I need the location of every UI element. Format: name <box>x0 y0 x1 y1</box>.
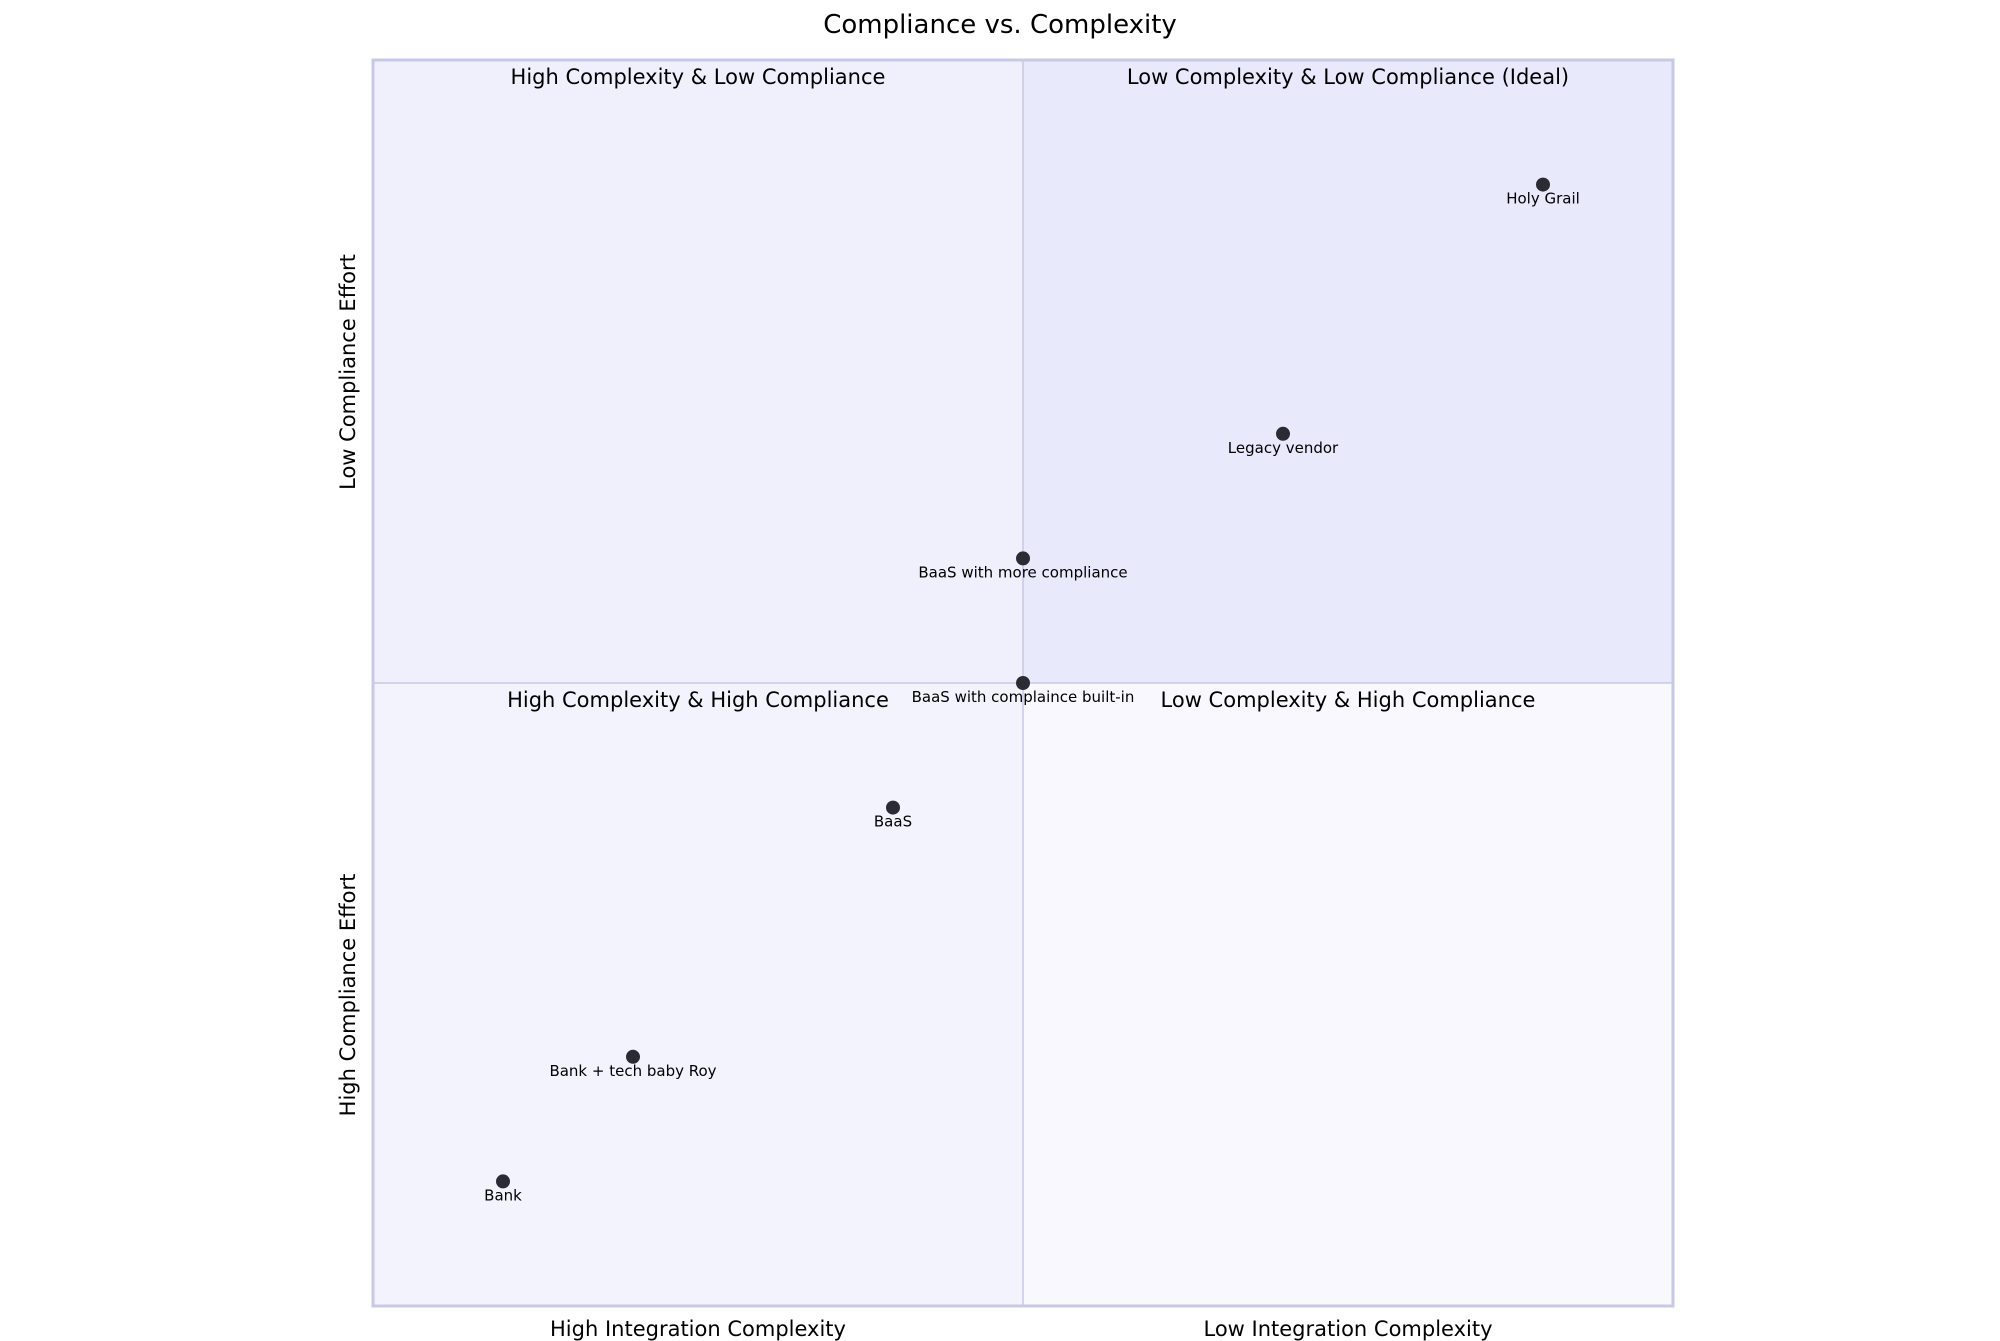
data-point-label: BaaS with complaince built-in <box>912 688 1135 706</box>
y-axis-label-bottom: High Compliance Effort <box>336 874 360 1117</box>
data-point-label: Bank <box>484 1186 522 1204</box>
data-point <box>886 800 900 815</box>
chart-title: Compliance vs. Complexity <box>823 10 1177 40</box>
data-point <box>1276 426 1290 441</box>
data-points: Holy Grail Legacy vendor BaaS with more co… <box>484 177 1580 1204</box>
quadrant-bottom-left <box>373 683 1023 1306</box>
quadrant-bottom-right <box>1023 683 1673 1306</box>
quadrant-label-top-right: Low Complexity & Low Compliance (Ideal) <box>1127 65 1569 89</box>
x-axis-label-right: Low Integration Complexity <box>1203 1317 1492 1341</box>
data-point-label: Legacy vendor <box>1228 439 1339 457</box>
data-point <box>1016 676 1030 690</box>
quadrant-top-left <box>373 60 1023 683</box>
quadrant-label-top-left: High Complexity & Low Compliance <box>511 65 886 89</box>
quadrant-label-bottom-right: Low Complexity & High Compliance <box>1161 688 1536 712</box>
data-point <box>626 1049 640 1064</box>
data-point <box>496 1174 510 1189</box>
data-point <box>1016 551 1030 566</box>
y-axis-label-top: Low Compliance Effort <box>336 254 360 490</box>
quadrant-top-right <box>1023 60 1673 683</box>
data-point-label: BaaS with more compliance <box>918 563 1127 581</box>
data-point <box>1536 177 1550 192</box>
plot-border <box>371 58 1675 1308</box>
data-point-label: BaaS <box>874 813 912 831</box>
data-point-label: Holy Grail <box>1506 190 1580 208</box>
data-point-label: Bank + tech baby Roy <box>549 1062 716 1080</box>
quadrant-label-bottom-left: High Complexity & High Compliance <box>507 688 889 712</box>
x-axis-label-left: High Integration Complexity <box>550 1317 846 1341</box>
